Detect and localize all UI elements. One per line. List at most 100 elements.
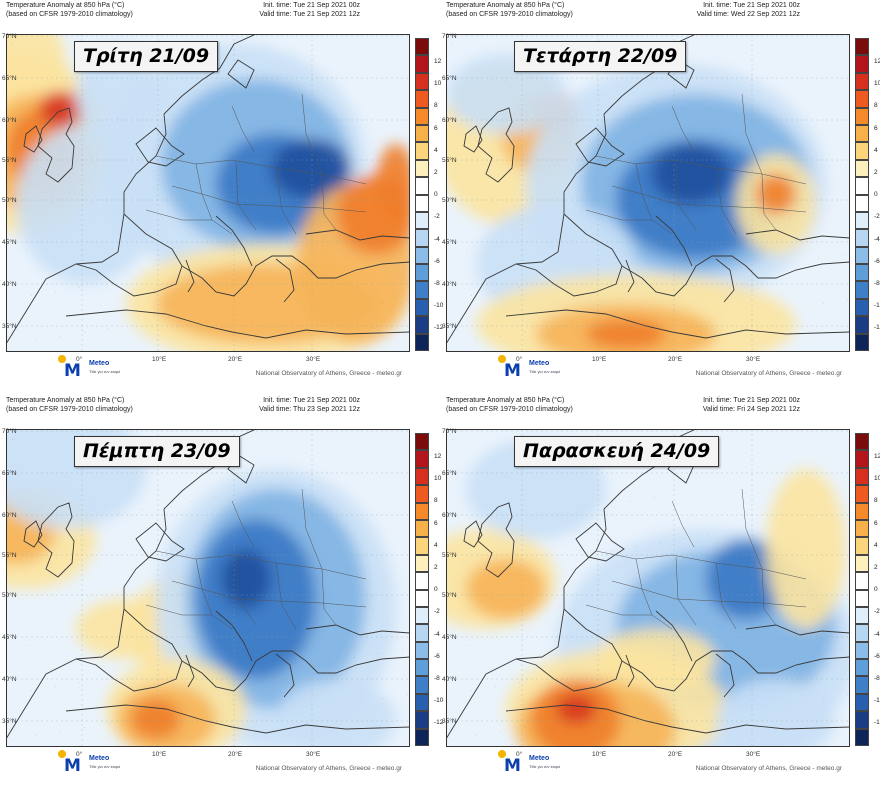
svg-text:·: · [12, 42, 13, 47]
svg-text:·: · [630, 499, 631, 504]
country-border [675, 161, 697, 231]
svg-text:·: · [26, 248, 27, 253]
colorbar-swatch [855, 72, 869, 91]
coastline [446, 34, 697, 345]
svg-text:·: · [272, 182, 273, 187]
colorbar-swatch [415, 711, 429, 729]
svg-text:·: · [36, 338, 37, 343]
colorbar-swatch [415, 554, 429, 573]
svg-text:·: · [378, 651, 379, 656]
colorbar-tick: -4 [874, 630, 880, 638]
anomaly-region [16, 124, 156, 284]
svg-text:·: · [267, 137, 268, 142]
latitude-label: 50°N [2, 592, 17, 599]
country-border [231, 105, 255, 153]
meteo-logo: M Meteo Τίθε για τον καιρό [498, 750, 573, 776]
colorbar-tick: -10 [434, 697, 444, 705]
colorbar-tick: 0 [434, 191, 438, 199]
colorbar-swatch [855, 485, 869, 503]
anomaly-region [756, 174, 796, 214]
colorbar-swatch [415, 159, 429, 178]
meteo-logo: M Meteo Τίθε για τον καιρό [58, 750, 133, 776]
svg-text:·: · [224, 585, 225, 590]
colorbar-tick: 4 [874, 146, 878, 154]
svg-text:·: · [171, 548, 172, 553]
svg-text:·: · [476, 733, 477, 738]
svg-text:·: · [195, 149, 196, 154]
svg-text:·: · [813, 211, 814, 216]
anomaly-region [131, 699, 181, 739]
svg-text:·: · [219, 540, 220, 545]
longitude-label: 0° [516, 751, 523, 758]
svg-text:·: · [55, 289, 56, 294]
svg-text:·: · [794, 260, 795, 265]
anomaly-map: ········································ [6, 34, 410, 352]
svg-text:·: · [471, 688, 472, 693]
anomaly-region [556, 694, 596, 724]
latitude-label: 40°N [2, 676, 17, 683]
colorbar-swatch [415, 246, 429, 265]
colorbar-tick: -8 [874, 675, 880, 682]
colorbar-tick: 8 [434, 102, 438, 110]
sun-icon [498, 750, 506, 758]
colorbar-swatch [415, 333, 429, 352]
colorbar-swatch [855, 502, 869, 520]
colorbar-swatch [415, 693, 429, 712]
svg-text:·: · [142, 507, 143, 512]
coastline [446, 429, 697, 740]
latitude-label: 70°N [442, 428, 457, 435]
latitude-label: 35°N [442, 323, 457, 330]
colorbar-swatch [855, 519, 869, 538]
svg-text:·: · [558, 116, 559, 121]
colorbar-tick: 8 [874, 497, 878, 505]
country-border [145, 604, 212, 616]
logo-name: Meteo [529, 755, 550, 762]
svg-text:·: · [36, 733, 37, 738]
svg-text:·: · [606, 503, 607, 508]
colorbar-tick: -6 [874, 257, 880, 265]
svg-text:·: · [349, 610, 350, 615]
country-border [235, 161, 257, 231]
country-border [595, 155, 807, 185]
svg-text:·: · [842, 252, 843, 257]
svg-text:·: · [330, 659, 331, 664]
svg-text:·: · [529, 75, 530, 80]
colorbar-tick: -4 [874, 235, 880, 243]
svg-text:·: · [84, 725, 85, 730]
coastline [505, 309, 850, 339]
svg-text:·: · [500, 334, 501, 339]
colorbar-swatch [855, 264, 869, 282]
svg-text:·: · [505, 474, 506, 479]
coastline [23, 125, 43, 153]
country-border [761, 173, 777, 231]
svg-text:·: · [524, 330, 525, 335]
colorbar-tick: 10 [874, 80, 880, 88]
latitude-label: 55°N [2, 157, 17, 164]
coastline [135, 127, 185, 167]
colorbar-tick: 2 [434, 169, 438, 176]
init-time: Init. time: Tue 21 Sep 2021 00z [703, 397, 800, 404]
colorbar-tick: 12 [434, 58, 442, 65]
latitude-label: 35°N [442, 718, 457, 725]
svg-text:·: · [823, 301, 824, 306]
coastline [23, 520, 43, 548]
logo-subtitle: Τίθε για τον καιρό [89, 764, 121, 769]
colorbar-tick: 4 [434, 541, 438, 549]
svg-text:·: · [320, 174, 321, 179]
longitude-label: 30°E [746, 751, 761, 758]
coastline [215, 610, 253, 662]
svg-text:·: · [519, 680, 520, 685]
colorbar-swatch [855, 177, 869, 195]
colorbar-swatch [415, 659, 429, 677]
colorbar-swatch [855, 624, 869, 642]
map-canvas: ········································ [6, 34, 410, 352]
svg-text:·: · [765, 219, 766, 224]
anomaly-region [276, 679, 396, 747]
latitude-label: 40°N [442, 281, 457, 288]
country-border [741, 488, 763, 570]
colorbar-swatch [415, 572, 429, 590]
longitude-label: 0° [76, 356, 83, 363]
m-logo-icon: M [64, 361, 81, 381]
svg-text:·: · [813, 606, 814, 611]
valid-time: Valid time: Tue 21 Sep 2021 12z [259, 10, 360, 18]
